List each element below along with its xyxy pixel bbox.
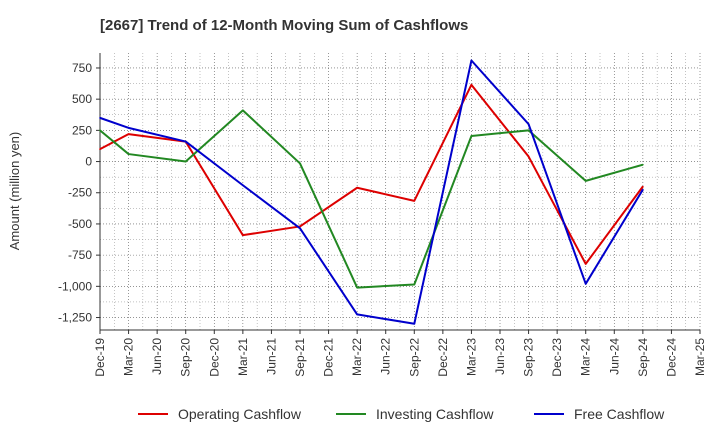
y-tick-label: -250 — [68, 186, 92, 200]
data-point — [527, 129, 530, 132]
data-point — [242, 184, 244, 187]
y-tick-labels: 750 500 250 0 -250 -500 -750 -1,000 -1,250 — [58, 61, 92, 325]
data-point — [242, 234, 244, 236]
data-point — [356, 286, 358, 289]
x-tick-label: Jun-24 — [607, 338, 621, 375]
x-tick-labels: Dec-19 Mar-20 Jun-20 Sep-20 Dec-20 Mar-21 Jun-… — [93, 338, 707, 377]
x-tick-label: Mar-22 — [350, 338, 364, 376]
x-tick-label: Dec-24 — [664, 338, 678, 377]
data-point — [470, 59, 473, 62]
x-tick-label: Sep-22 — [407, 338, 421, 377]
x-tick-label: Jun-22 — [379, 338, 393, 375]
x-tick-label: Jun-23 — [493, 338, 507, 375]
axes — [96, 53, 701, 334]
y-tick-label: -750 — [68, 248, 92, 262]
data-point — [127, 133, 130, 135]
data-point — [127, 127, 130, 129]
x-tick-label: Mar-23 — [464, 338, 478, 376]
x-tick-label: Sep-23 — [522, 338, 536, 377]
series-lines — [99, 59, 644, 325]
x-tick-label: Mar-21 — [236, 338, 250, 376]
x-tick-label: Mar-25 — [693, 338, 707, 376]
data-point — [299, 162, 301, 165]
y-axis-label: Amount (million yen) — [7, 132, 22, 251]
data-point — [413, 283, 416, 286]
legend: Operating Cashflow Investing Cashflow Free… — [138, 406, 665, 422]
data-point — [184, 160, 187, 163]
data-point — [356, 313, 358, 316]
x-tick-label: Sep-21 — [293, 338, 307, 377]
legend-label: Free Cashflow — [574, 406, 665, 422]
data-point — [99, 148, 101, 150]
y-tick-label: -1,000 — [58, 279, 92, 293]
x-tick-label: Dec-21 — [322, 338, 336, 377]
data-point — [413, 200, 416, 202]
x-tick-label: Mar-20 — [122, 338, 136, 376]
x-tick-label: Dec-19 — [93, 338, 107, 377]
y-tick-label: 0 — [85, 155, 92, 169]
data-point — [642, 163, 644, 166]
x-tick-label: Dec-22 — [436, 338, 450, 377]
data-point — [413, 322, 416, 325]
y-tick-label: -500 — [68, 217, 92, 231]
data-point — [356, 186, 358, 189]
data-point — [584, 263, 587, 265]
legend-label: Investing Cashflow — [376, 406, 494, 422]
x-tick-label: Jun-20 — [150, 338, 164, 375]
data-point — [184, 140, 187, 143]
y-tick-label: 750 — [72, 61, 92, 75]
y-tick-label: 250 — [72, 123, 92, 137]
x-tick-label: Sep-24 — [636, 338, 650, 377]
x-tick-label: Dec-23 — [550, 338, 564, 377]
data-point — [470, 135, 473, 137]
x-tick-label: Dec-20 — [207, 338, 221, 377]
data-point — [642, 185, 644, 188]
x-tick-label: Sep-20 — [179, 338, 193, 377]
data-point — [527, 123, 530, 125]
y-tick-label: 500 — [72, 92, 92, 106]
data-point — [99, 117, 101, 119]
legend-label: Operating Cashflow — [178, 406, 302, 422]
data-point — [99, 129, 101, 132]
data-point — [242, 109, 244, 112]
data-point — [299, 227, 301, 230]
data-point — [642, 188, 644, 191]
data-point — [527, 155, 530, 158]
data-point — [584, 180, 587, 182]
y-tick-label: -1,250 — [58, 311, 92, 325]
data-point — [470, 84, 473, 86]
chart-title: [2667] Trend of 12-Month Moving Sum of C… — [100, 17, 468, 34]
x-tick-label: Jun-21 — [264, 338, 278, 375]
data-point — [127, 153, 130, 155]
x-tick-label: Mar-24 — [579, 338, 593, 376]
data-point — [584, 283, 587, 285]
